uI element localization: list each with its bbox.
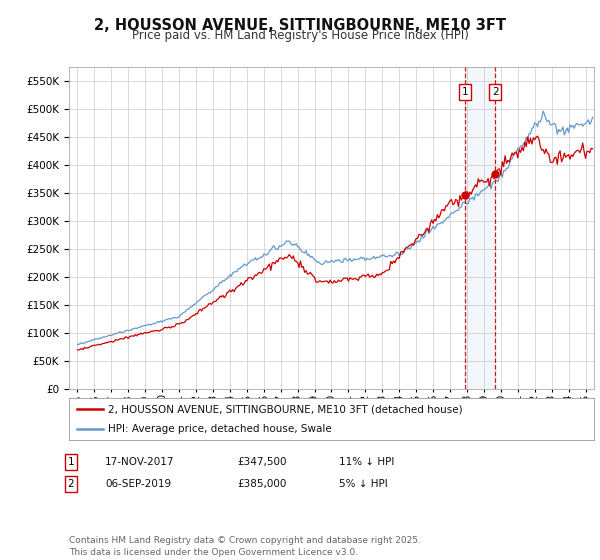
Text: 06-SEP-2019: 06-SEP-2019 <box>105 479 171 489</box>
Text: £347,500: £347,500 <box>237 457 287 467</box>
Text: 11% ↓ HPI: 11% ↓ HPI <box>339 457 394 467</box>
Text: Price paid vs. HM Land Registry's House Price Index (HPI): Price paid vs. HM Land Registry's House … <box>131 29 469 42</box>
Text: Contains HM Land Registry data © Crown copyright and database right 2025.
This d: Contains HM Land Registry data © Crown c… <box>69 536 421 557</box>
Text: 2: 2 <box>492 87 499 97</box>
Text: £385,000: £385,000 <box>237 479 286 489</box>
Text: 17-NOV-2017: 17-NOV-2017 <box>105 457 175 467</box>
Text: 2, HOUSSON AVENUE, SITTINGBOURNE, ME10 3FT (detached house): 2, HOUSSON AVENUE, SITTINGBOURNE, ME10 3… <box>109 404 463 414</box>
Text: HPI: Average price, detached house, Swale: HPI: Average price, detached house, Swal… <box>109 424 332 434</box>
Text: 1: 1 <box>461 87 468 97</box>
Text: 5% ↓ HPI: 5% ↓ HPI <box>339 479 388 489</box>
Text: 2: 2 <box>67 479 74 489</box>
Text: 2, HOUSSON AVENUE, SITTINGBOURNE, ME10 3FT: 2, HOUSSON AVENUE, SITTINGBOURNE, ME10 3… <box>94 18 506 33</box>
Text: 1: 1 <box>67 457 74 467</box>
Bar <box>465 67 495 389</box>
